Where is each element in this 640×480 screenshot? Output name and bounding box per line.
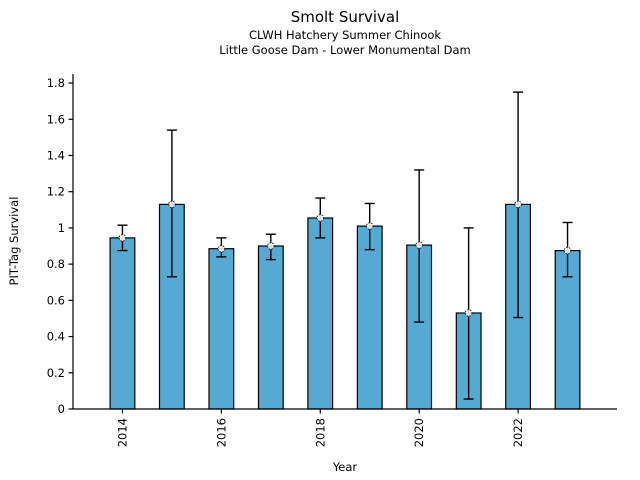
- point-marker-2023: [563, 246, 572, 255]
- chart-subtitle-reach: Little Goose Dam - Lower Monumental Dam: [219, 43, 471, 57]
- x-tick-label: 2022: [511, 418, 525, 447]
- bar-2014: [109, 237, 136, 410]
- point-marker-2021: [464, 309, 473, 317]
- y-tick-label: 1.2: [47, 185, 65, 199]
- y-tick-label: 0: [58, 402, 65, 416]
- x-tick-label: 2020: [412, 418, 426, 447]
- y-tick-label: 0.8: [47, 257, 65, 271]
- y-tick-label: 0.4: [47, 330, 65, 344]
- y-tick-label: 1: [58, 221, 65, 235]
- point-marker-2018: [316, 214, 325, 222]
- y-tick-label: 0.2: [47, 366, 65, 380]
- point-marker-2019: [365, 222, 374, 230]
- point-marker-2016: [217, 244, 226, 253]
- x-tick-label: 2014: [115, 418, 129, 447]
- point-marker-2020: [415, 241, 423, 249]
- bar-2019: [356, 225, 383, 410]
- point-marker-2014: [118, 234, 127, 242]
- point-marker-2017: [267, 242, 275, 250]
- point-marker-2022: [514, 200, 522, 209]
- bar-2016: [208, 248, 235, 410]
- y-axis-label: PIT-Tag Survival: [7, 196, 21, 286]
- y-tick-label: 1.8: [47, 76, 65, 90]
- chart-title: Smolt Survival: [290, 8, 400, 26]
- bar-2018: [307, 217, 334, 410]
- y-tick-label: 1.4: [47, 148, 65, 162]
- x-tick-label: 2018: [313, 418, 327, 447]
- point-marker-2015: [168, 200, 176, 209]
- bar-2017: [257, 245, 284, 410]
- x-axis-label: Year: [332, 460, 358, 474]
- y-tick-label: 0.6: [47, 293, 65, 307]
- x-tick-label: 2016: [214, 418, 228, 447]
- y-tick-label: 1.6: [47, 112, 65, 126]
- chart-subtitle-stock: CLWH Hatchery Summer Chinook: [248, 28, 442, 42]
